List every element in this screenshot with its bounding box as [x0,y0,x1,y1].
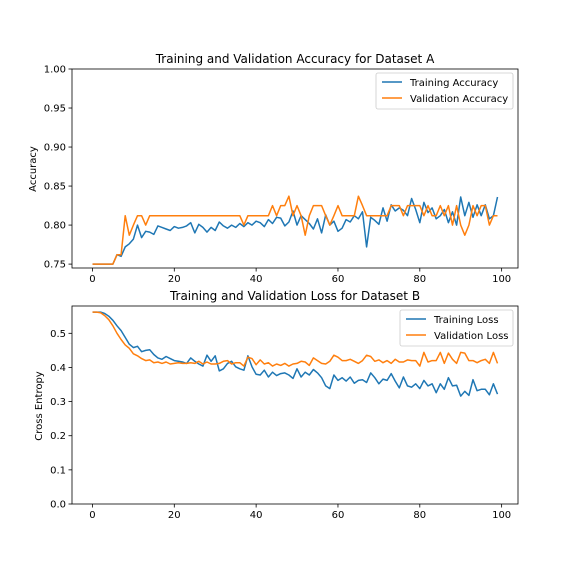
x-tick-label: 0 [89,274,95,285]
x-tick-label: 80 [413,274,426,285]
series-line-validation-accuracy [92,195,498,265]
legend-label-validation-loss: Validation Loss [434,331,509,342]
plot-area [92,195,499,265]
y-tick-label: 0.0 [50,500,66,511]
x-tick-label: 0 [89,510,95,521]
y-axis-title: Cross Entropy [34,371,45,441]
plot-area [92,311,499,397]
series-line-training-loss [92,311,499,397]
y-tick-label: 0.90 [44,143,66,154]
accuracy-chart: Training and Validation Accuracy for Dat… [28,52,519,285]
loss-chart: Training and Validation Loss for Dataset… [34,289,519,521]
legend-label-validation-accuracy: Validation Accuracy [410,94,508,105]
legend-box [375,72,514,110]
y-tick-label: 0.95 [44,104,66,115]
axes-frame [71,305,519,505]
chart-title: Training and Validation Loss for Dataset… [169,289,420,303]
x-tick-label: 40 [250,274,263,285]
y-tick-label: 0.1 [50,465,66,476]
x-tick-label: 100 [492,274,511,285]
y-tick-label: 0.80 [44,221,66,232]
legend-box [399,309,514,347]
x-tick-label: 60 [332,510,345,521]
x-tick-label: 20 [168,510,181,521]
axes-frame [71,68,519,269]
legend-label-training-accuracy: Training Accuracy [409,78,498,89]
legend: Training Accuracy Validation Accuracy [375,72,514,110]
chart-title: Training and Validation Accuracy for Dat… [155,52,435,66]
y-tick-label: 0.3 [50,397,66,408]
x-tick-label: 60 [332,274,345,285]
y-tick-label: 0.5 [50,329,66,340]
y-tick-label: 0.4 [50,363,66,374]
series-line-validation-loss [92,311,499,367]
y-tick-label: 1.00 [44,65,66,76]
y-axis-title: Accuracy [28,146,39,192]
y-tick-label: 0.85 [44,182,66,193]
x-tick-label: 80 [413,510,426,521]
x-tick-label: 100 [492,510,511,521]
y-tick-label: 0.2 [50,431,66,442]
x-tick-label: 20 [168,274,181,285]
legend-label-training-loss: Training Loss [433,315,499,326]
x-tick-label: 40 [250,510,263,521]
y-tick-label: 0.75 [44,260,66,271]
legend: Training Loss Validation Loss [399,309,514,347]
